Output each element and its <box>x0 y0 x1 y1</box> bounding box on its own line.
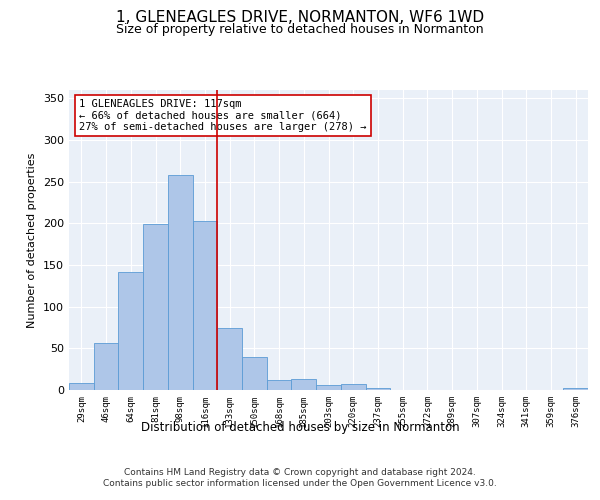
Bar <box>168 175 193 390</box>
Bar <box>143 224 168 390</box>
Bar <box>217 328 242 390</box>
Text: Contains HM Land Registry data © Crown copyright and database right 2024.
Contai: Contains HM Land Registry data © Crown c… <box>103 468 497 487</box>
Bar <box>341 384 365 390</box>
Bar <box>267 380 292 390</box>
Text: Size of property relative to detached houses in Normanton: Size of property relative to detached ho… <box>116 24 484 36</box>
Text: Distribution of detached houses by size in Normanton: Distribution of detached houses by size … <box>140 421 460 434</box>
Bar <box>316 385 341 390</box>
Bar <box>292 379 316 390</box>
Text: 1 GLENEAGLES DRIVE: 117sqm
← 66% of detached houses are smaller (664)
27% of sem: 1 GLENEAGLES DRIVE: 117sqm ← 66% of deta… <box>79 99 367 132</box>
Bar <box>193 221 217 390</box>
Bar <box>69 382 94 390</box>
Bar <box>94 342 118 390</box>
Bar <box>563 388 588 390</box>
Bar <box>365 388 390 390</box>
Y-axis label: Number of detached properties: Number of detached properties <box>28 152 37 328</box>
Bar <box>118 272 143 390</box>
Bar <box>242 356 267 390</box>
Text: 1, GLENEAGLES DRIVE, NORMANTON, WF6 1WD: 1, GLENEAGLES DRIVE, NORMANTON, WF6 1WD <box>116 10 484 25</box>
